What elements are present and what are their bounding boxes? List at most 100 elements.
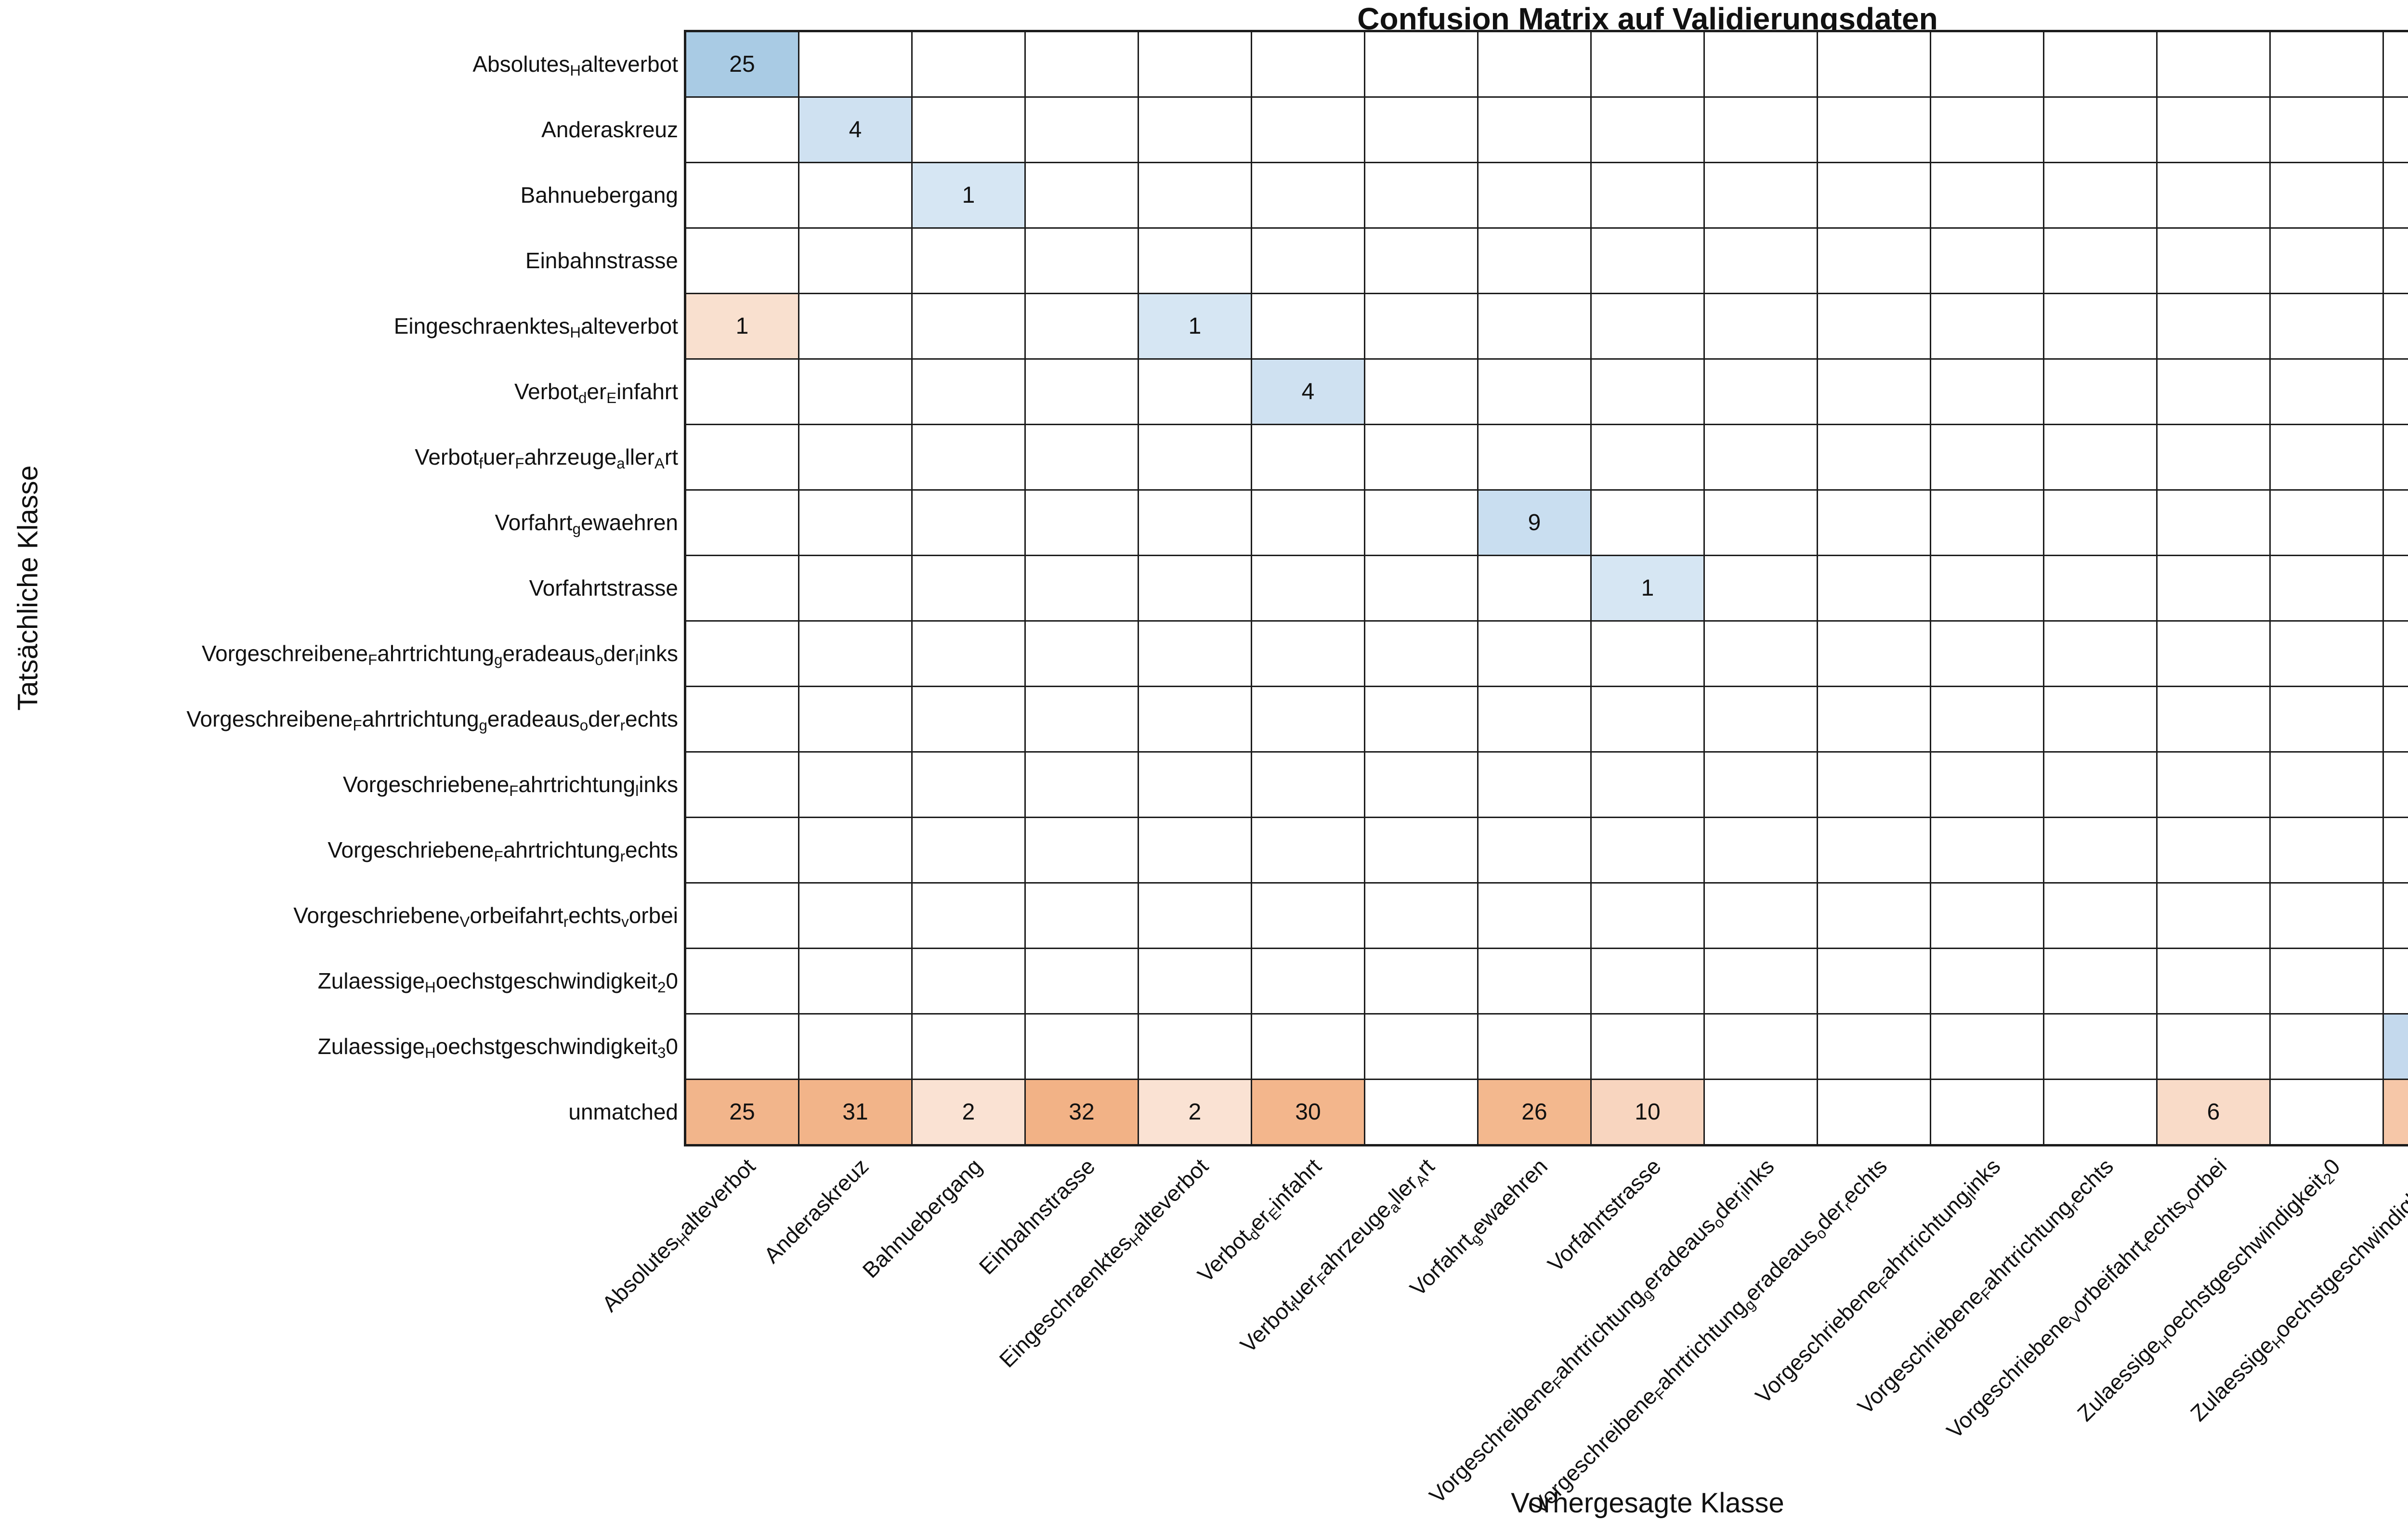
subscript-letter: r — [620, 847, 626, 865]
subscript-letter: F — [353, 716, 362, 734]
matrix-cell — [1479, 753, 1590, 817]
matrix-cell — [1365, 229, 1477, 293]
matrix-cell — [1365, 98, 1477, 162]
subscript-letter: o — [595, 651, 603, 668]
matrix-cell — [2158, 294, 2269, 358]
matrix-cell: 1 — [1592, 556, 1703, 620]
matrix-cell — [2158, 556, 2269, 620]
matrix-cell — [2271, 32, 2382, 96]
matrix-cell — [913, 360, 1024, 424]
y-tick-label: VorgeschriebeneFahrtrichtunglinks — [342, 772, 678, 799]
matrix-cell — [1479, 622, 1590, 686]
matrix-cell — [686, 98, 798, 162]
x-tick-label: Anderaskreuz — [759, 1153, 874, 1268]
subscript-letter: E — [606, 389, 617, 406]
subscript-letter: g — [479, 716, 487, 734]
matrix-cell — [799, 556, 911, 620]
x-tick-label: Bahnuebergang — [857, 1153, 987, 1283]
matrix-cell — [1705, 229, 1817, 293]
y-tick-label: Anderaskreuz — [541, 117, 678, 142]
subscript-letter: v — [621, 913, 629, 930]
matrix-cell — [1252, 884, 1364, 948]
matrix-cell — [1479, 425, 1590, 489]
matrix-cell — [1592, 98, 1703, 162]
matrix-cell — [1818, 491, 1930, 555]
matrix-cell — [686, 1015, 798, 1079]
matrix-cell — [1705, 425, 1817, 489]
matrix-cell — [1931, 98, 2043, 162]
matrix-cell: 1 — [1139, 294, 1251, 358]
matrix-cell — [1931, 1080, 2043, 1144]
subscript-letter: r — [2067, 1198, 2083, 1214]
matrix-cell — [1705, 491, 1817, 555]
y-tick-label: VerbotfuerFahrzeugeallerArt — [415, 444, 678, 472]
matrix-cell: 1 — [686, 294, 798, 358]
matrix-cell — [2044, 425, 2156, 489]
y-tick-label: Bahnuebergang — [520, 182, 678, 208]
subscript-letter: o — [1710, 1213, 1728, 1232]
subscript-letter: F — [1875, 1274, 1894, 1292]
matrix-cell: 1 — [913, 163, 1024, 227]
matrix-cell — [1365, 687, 1477, 751]
matrix-cell — [1252, 687, 1364, 751]
matrix-cell — [2384, 163, 2408, 227]
subscript-letter: g — [1741, 1296, 1759, 1314]
matrix-cell — [1818, 687, 1930, 751]
matrix-cell — [1931, 622, 2043, 686]
matrix-cell — [799, 229, 911, 293]
matrix-cell — [1026, 294, 1138, 358]
y-tick-label: AbsolutesHalteverbot — [472, 52, 678, 79]
matrix-cell — [913, 753, 1024, 817]
matrix-cell — [1818, 884, 1930, 948]
matrix-cell — [1479, 1015, 1590, 1079]
matrix-cell: 11 — [2384, 1015, 2408, 1079]
matrix-cell — [1705, 32, 1817, 96]
matrix-cell — [1365, 884, 1477, 948]
matrix-cell — [2271, 98, 2382, 162]
matrix-cell — [913, 98, 1024, 162]
matrix-cell — [2384, 687, 2408, 751]
matrix-cell — [1026, 753, 1138, 817]
subscript-letter: F — [515, 455, 524, 472]
matrix-cell — [913, 294, 1024, 358]
matrix-cell — [1818, 229, 1930, 293]
matrix-cell: 30 — [1252, 1080, 1364, 1144]
matrix-cell — [1592, 687, 1703, 751]
matrix-cell — [1592, 949, 1703, 1013]
matrix-cell — [686, 360, 798, 424]
matrix-cell — [2158, 687, 2269, 751]
matrix-cell — [1592, 32, 1703, 96]
matrix-cell — [1592, 884, 1703, 948]
matrix-cell — [799, 294, 911, 358]
matrix-cell — [2271, 556, 2382, 620]
matrix-cell — [1818, 98, 1930, 162]
matrix-cell: 6 — [2158, 1080, 2269, 1144]
y-axis-title: Tatsächliche Klasse — [12, 465, 44, 711]
x-tick-label: VorgeschriebeneFahrtrichtunglinks — [1750, 1153, 2005, 1408]
matrix-cell — [2271, 622, 2382, 686]
matrix-cell — [1931, 229, 2043, 293]
matrix-cell — [1026, 32, 1138, 96]
y-tick-label: unmatched — [568, 1099, 678, 1124]
heatmap-grid: 2516349912912711744143149911732230817312… — [684, 30, 2408, 1146]
matrix-cell — [1818, 163, 1930, 227]
matrix-cell — [1252, 1015, 1364, 1079]
matrix-cell — [1818, 294, 1930, 358]
matrix-cell — [1365, 556, 1477, 620]
matrix-cell — [1479, 949, 1590, 1013]
matrix-cell — [2044, 1080, 2156, 1144]
matrix-cell — [913, 556, 1024, 620]
matrix-cell: 2 — [913, 1080, 1024, 1144]
matrix-cell — [1479, 360, 1590, 424]
matrix-cell — [1592, 753, 1703, 817]
matrix-cell: 10 — [1592, 1080, 1703, 1144]
subscript-letter: H — [2268, 1332, 2289, 1352]
matrix-cell — [1365, 425, 1477, 489]
matrix-cell — [1592, 491, 1703, 555]
matrix-cell — [1592, 818, 1703, 882]
matrix-cell — [1931, 360, 2043, 424]
matrix-cell — [1705, 163, 1817, 227]
matrix-cell — [1139, 818, 1251, 882]
matrix-cell — [2384, 491, 2408, 555]
